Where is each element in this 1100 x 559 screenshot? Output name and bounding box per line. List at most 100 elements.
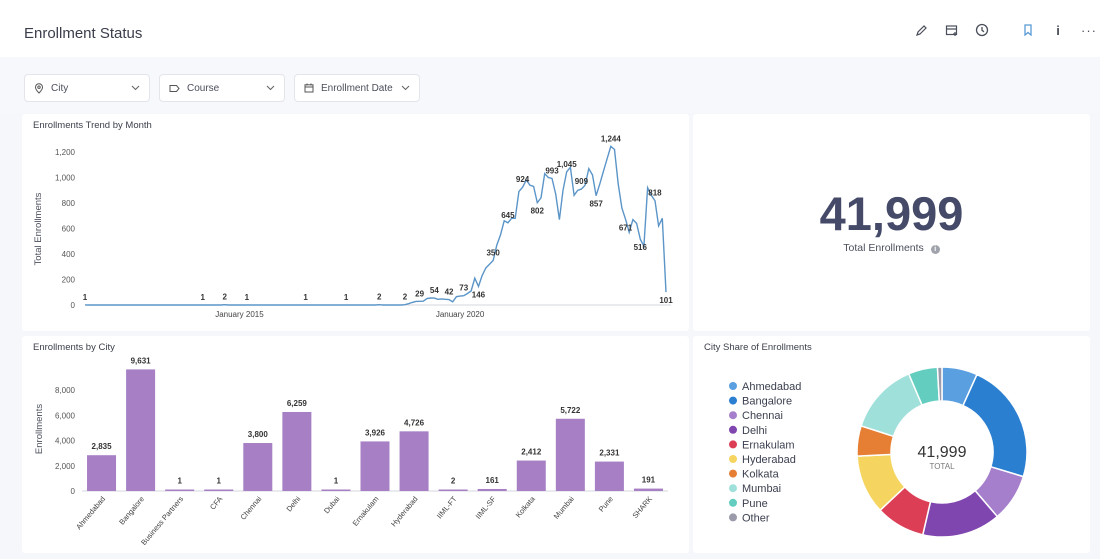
- bar-mumbai: [555, 418, 585, 491]
- bar-value-label: 1: [177, 477, 182, 486]
- data-label: 2: [403, 293, 408, 302]
- by-city-title: Enrollments by City: [33, 342, 115, 353]
- data-label: 2: [377, 293, 382, 302]
- x-tick-label: Mumbai: [552, 494, 576, 520]
- data-label: 54: [430, 286, 439, 295]
- data-label: 101: [659, 296, 673, 305]
- y-tick-label: 800: [62, 199, 76, 208]
- city-filter-label: City: [51, 82, 69, 94]
- y-tick-label: 600: [62, 225, 76, 234]
- x-tick-label: January 2020: [436, 310, 485, 319]
- data-label: 818: [648, 189, 662, 198]
- legend-swatch: [729, 382, 737, 390]
- y-tick-label: 4,000: [55, 437, 76, 446]
- bar-iiml-ft: [438, 489, 468, 491]
- share-donut-chart: Ahmedabad Bangalore Chennai Delhi Ernakulam H…: [729, 366, 1028, 538]
- city-filter[interactable]: City: [24, 74, 150, 102]
- data-label: 42: [445, 288, 454, 297]
- filter-bar: City Course Enrollment Date: [0, 57, 1100, 113]
- y-axis-label: Total Enrollments: [33, 192, 44, 265]
- x-tick-label: IIML-SF: [474, 494, 498, 521]
- donut-center-label: TOTAL: [929, 462, 955, 471]
- data-label: 516: [634, 243, 648, 252]
- city-bar-card: Enrollments by City Enrollments 0 2,000 4,0…: [22, 336, 689, 553]
- bar-value-label: 2: [451, 477, 456, 486]
- y-tick-label: 0: [71, 301, 76, 310]
- bar-value-label: 161: [486, 476, 500, 485]
- kpi-card: 41,999 Total Enrollments i: [693, 114, 1090, 331]
- data-label: 671: [619, 223, 633, 232]
- bar-ahmedabad: [87, 455, 117, 491]
- bar-shark: [633, 488, 663, 491]
- trend-card: Enrollments Trend by Month Total Enrollm…: [22, 114, 689, 331]
- pencil-icon[interactable]: [913, 22, 929, 38]
- chevron-down-icon: [401, 85, 410, 91]
- bookmark-icon[interactable]: [1020, 22, 1036, 38]
- tag-icon: [169, 84, 180, 92]
- kpi-value: 41,999: [819, 187, 964, 240]
- bar-value-label: 3,926: [365, 428, 386, 437]
- enrollment-date-filter[interactable]: Enrollment Date: [294, 74, 420, 102]
- y-tick-label: 400: [62, 250, 76, 259]
- y-axis-label: Enrollments: [34, 404, 45, 454]
- bar-dubai: [321, 489, 351, 491]
- chevron-down-icon: [131, 85, 140, 91]
- x-tick-label: Hyderabad: [389, 495, 419, 529]
- bar-value-label: 3,800: [248, 430, 269, 439]
- y-tick-label: 200: [62, 276, 76, 285]
- data-label: 645: [501, 211, 515, 220]
- legend-label: Mumbai: [742, 483, 781, 495]
- enrollment-date-filter-label: Enrollment Date: [321, 82, 393, 94]
- legend-swatch: [729, 513, 737, 522]
- legend-swatch: [729, 469, 737, 478]
- x-tick-label: CFA: [208, 495, 224, 512]
- bar-chennai: [243, 443, 273, 491]
- course-filter-label: Course: [187, 82, 220, 94]
- legend-swatch: [729, 411, 737, 420]
- course-filter[interactable]: Course: [159, 74, 285, 102]
- bar-hyderabad: [399, 431, 429, 491]
- bar-value-label: 1: [334, 477, 339, 486]
- legend-swatch: [729, 440, 737, 449]
- city-bar-chart: Enrollments 0 2,000 4,000 6,000 8,000 2,835 Ahm…: [34, 356, 668, 547]
- data-label: 29: [415, 289, 424, 298]
- x-tick-label: Bangalore: [117, 495, 146, 527]
- legend-label: Other: [742, 512, 770, 524]
- clock-icon[interactable]: [974, 22, 990, 38]
- data-label: 1: [303, 293, 308, 302]
- data-label: 1: [200, 293, 205, 302]
- calendar-icon: [304, 83, 314, 93]
- share-card: City Share of Enrollments Ahmedabad Banga…: [693, 336, 1090, 553]
- data-label: 350: [486, 248, 500, 257]
- bar-bangalore: [126, 369, 156, 491]
- bar-pune: [594, 461, 624, 491]
- more-icon[interactable]: ···: [1081, 22, 1097, 38]
- x-tick-label: Kolkata: [514, 494, 538, 520]
- info-icon[interactable]: i: [930, 245, 940, 254]
- kpi-label: Total Enrollments: [843, 242, 924, 254]
- bar-value-label: 9,631: [131, 356, 152, 365]
- data-label: 1: [344, 293, 349, 302]
- bar-value-label: 2,331: [599, 449, 620, 458]
- info-icon[interactable]: i: [1056, 22, 1060, 38]
- legend-swatch: [729, 484, 737, 493]
- data-label: 1: [83, 293, 88, 302]
- legend-label: Pune: [742, 498, 768, 510]
- slice-other: [936, 366, 943, 402]
- subscribe-inbox-icon[interactable]: [944, 22, 960, 38]
- slice-bangalore: [961, 373, 1028, 478]
- x-tick-label: SHARK: [630, 495, 654, 521]
- bar-value-label: 191: [642, 476, 656, 485]
- kpi-label-row: Total Enrollments i: [693, 242, 1090, 254]
- bar-value-label: 6,259: [287, 399, 308, 408]
- bar-cfa: [204, 489, 234, 491]
- donut-center-value: 41,999: [918, 444, 967, 461]
- legend-label: Delhi: [742, 425, 767, 437]
- data-label: 73: [459, 284, 468, 293]
- y-tick-label: 1,000: [55, 174, 76, 183]
- y-tick-label: 8,000: [55, 386, 76, 395]
- legend-label: Hyderabad: [742, 454, 796, 466]
- legend-label: Bangalore: [742, 396, 792, 408]
- x-tick-label: Dubai: [322, 494, 342, 515]
- data-label: 802: [531, 207, 545, 216]
